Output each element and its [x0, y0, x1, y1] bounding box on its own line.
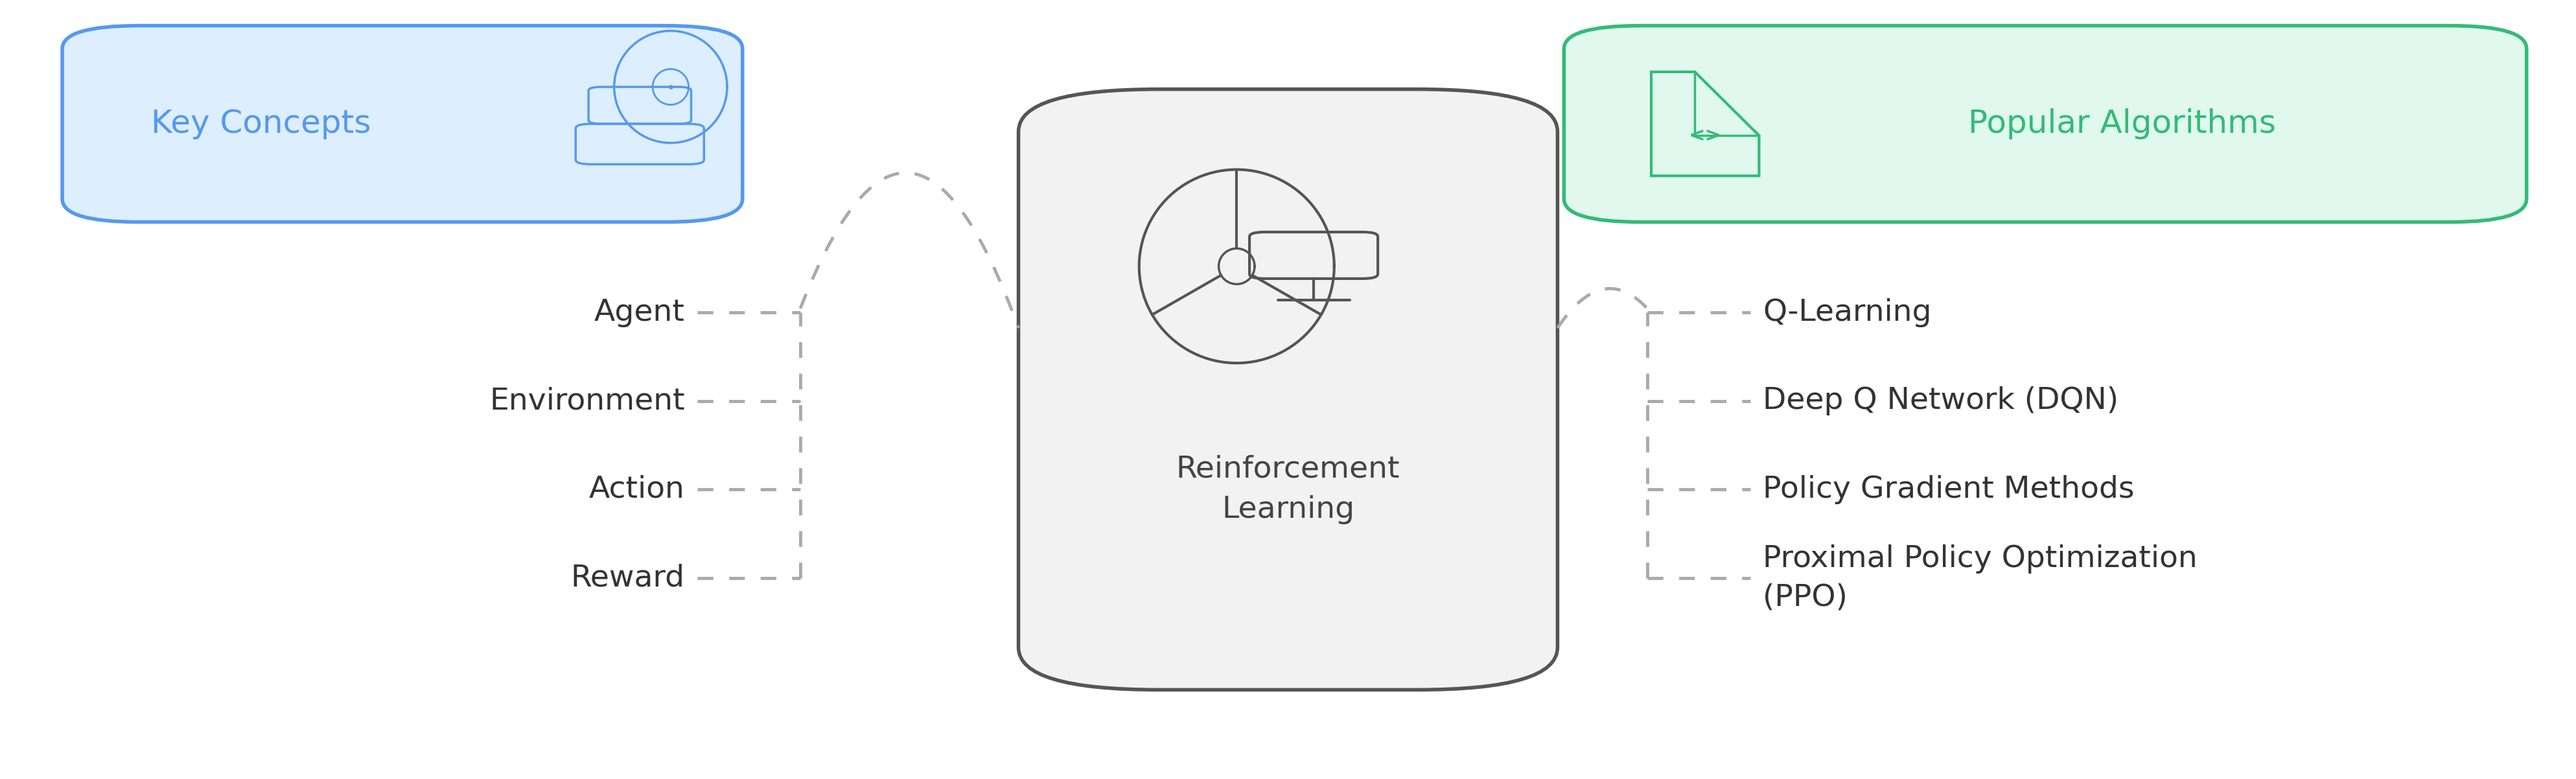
Text: <>: <> — [1690, 126, 1721, 145]
Text: Action: Action — [590, 475, 685, 504]
Text: Key Concepts: Key Concepts — [152, 108, 371, 139]
Text: Proximal Policy Optimization
(PPO): Proximal Policy Optimization (PPO) — [1762, 545, 2197, 612]
Text: Policy Gradient Methods: Policy Gradient Methods — [1762, 475, 2136, 504]
FancyBboxPatch shape — [1018, 90, 1558, 689]
Text: Popular Algorithms: Popular Algorithms — [1968, 108, 2277, 139]
Text: Environment: Environment — [489, 386, 685, 416]
Text: Reinforcement
Learning: Reinforcement Learning — [1177, 455, 1399, 524]
Text: Deep Q Network (DQN): Deep Q Network (DQN) — [1762, 386, 2117, 416]
FancyBboxPatch shape — [62, 26, 742, 222]
Text: Q-Learning: Q-Learning — [1762, 298, 1932, 327]
FancyBboxPatch shape — [1564, 26, 2527, 222]
Text: Reward: Reward — [572, 563, 685, 593]
Text: Agent: Agent — [595, 298, 685, 327]
